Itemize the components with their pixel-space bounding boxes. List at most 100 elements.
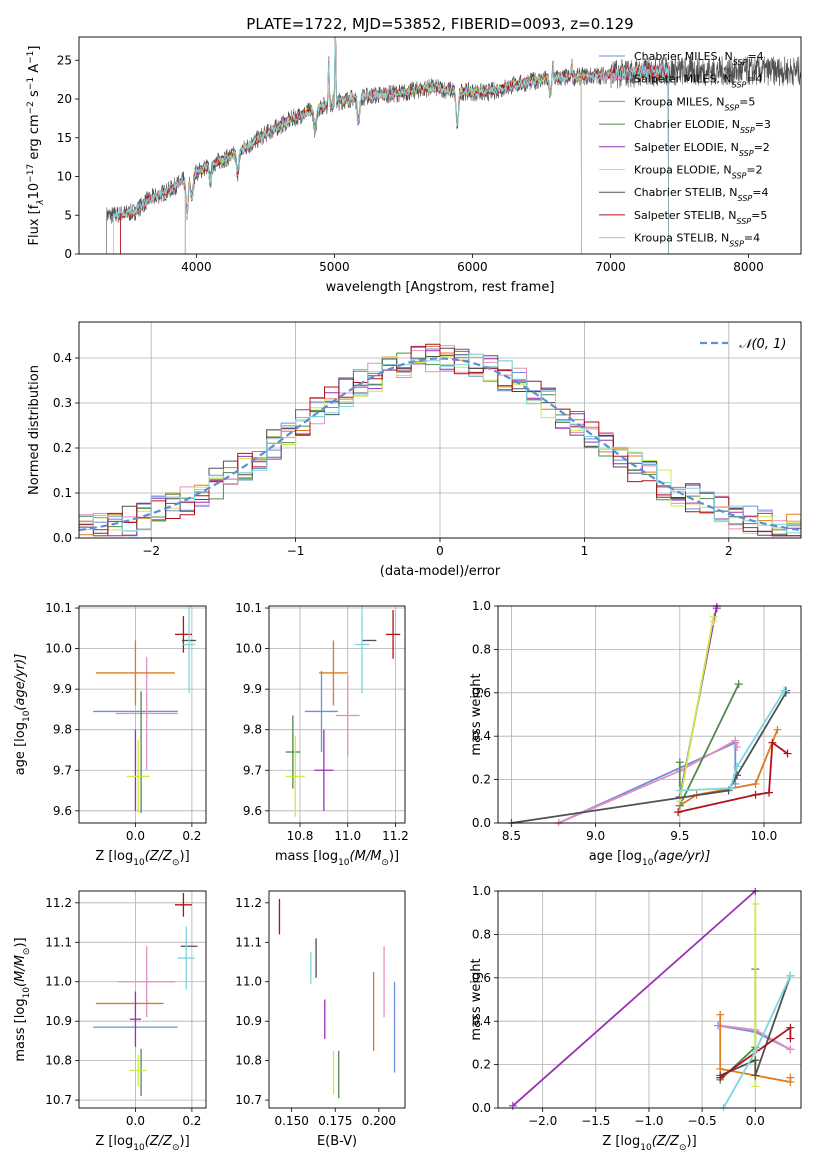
y-axis-label: age [log10(age/yr)] (13, 654, 32, 776)
label-part: ⊙ (679, 1143, 687, 1153)
label-part: λ (36, 199, 46, 205)
y-tick-label: 0.4 (472, 1014, 491, 1028)
x-tick-label: 0.2 (182, 829, 201, 843)
x-tick-label: 6000 (457, 260, 488, 274)
weight-marker (709, 617, 718, 626)
weight-line (558, 739, 738, 824)
x-tick-label: 8000 (733, 260, 764, 274)
y-tick-label: 0.2 (472, 773, 491, 787)
weight-marker (751, 1047, 760, 1056)
x-tick-label: 10.8 (287, 829, 314, 843)
spectrum-line (113, 37, 669, 254)
y-tick-label: 1.0 (472, 884, 491, 898)
legend-entry: Salpeter ELODIE, NSSP=2 (634, 141, 770, 158)
label-part: Z [log (95, 849, 133, 864)
y-tick-label: 9.8 (243, 723, 262, 737)
label-part: (M/M (13, 955, 28, 987)
label-part: ⊙ (22, 948, 32, 956)
y-tick-label: 9.9 (243, 682, 262, 696)
y-tick-label: 10.9 (45, 1014, 72, 1028)
y-tick-label: 9.9 (53, 682, 72, 696)
y-axis-label: mass weight (469, 958, 484, 1040)
label-part: erg cm (27, 114, 42, 163)
y-tick-label: 25 (57, 53, 72, 67)
weight-marker (734, 680, 743, 689)
legend-entry: Salpeter MILES, NSSP=4 (634, 73, 763, 90)
x-axis-label: Z [log10(Z/Z⊙)] (95, 1134, 189, 1153)
label-part: Chabrier ELODIE, N (634, 118, 740, 131)
label-part: (Z/Z (145, 849, 173, 864)
error-bars (278, 898, 396, 1099)
x-tick-label: 5000 (319, 260, 350, 274)
x-axis-label: Z [log10(Z/Z⊙)] (95, 849, 189, 868)
weight-lines (507, 603, 792, 826)
label-part: Chabrier MILES, N (634, 50, 733, 63)
legend-entry: Kroupa ELODIE, NSSP=2 (634, 164, 763, 181)
z-mass-panel: 0.0 0.210.710.810.911.011.111.2Z [log10(Z… (13, 890, 207, 1153)
y-tick-label: 10.0 (235, 642, 262, 656)
y-tick-label: 0.8 (472, 642, 491, 656)
weight-marker (786, 971, 795, 980)
weight-marker (780, 686, 789, 695)
y-tick-label: 9.6 (243, 804, 262, 818)
y-tick-label: 10.9 (235, 1014, 262, 1028)
y-tick-label: 0.2 (472, 1058, 491, 1072)
label-part: mass weight (469, 958, 484, 1040)
x-tick-label: 4000 (181, 260, 212, 274)
label-part: Z [log (602, 1134, 640, 1149)
weight-marker (783, 749, 792, 758)
weight-marker (751, 1056, 760, 1065)
weight-marker (786, 1023, 795, 1032)
x-axis-label: Z [log10(Z/Z⊙)] (602, 1134, 696, 1153)
y-tick-label: 10.1 (235, 601, 262, 615)
spectrum-line (106, 37, 801, 254)
label-part: age [log (13, 722, 28, 775)
y-tick-label: 11.0 (45, 975, 72, 989)
y-axis-label: Flux [fλ10−17 erg cm−2 s−1 A−1] (26, 46, 46, 246)
label-part: )] (180, 849, 190, 864)
label-part: E(B-V) (317, 1134, 357, 1149)
axes-frame (78, 890, 207, 1109)
label-part: )] (687, 1134, 697, 1149)
y-tick-label: 5 (64, 208, 72, 222)
y-tick-label: 9.6 (53, 804, 72, 818)
label-part: ⊙ (381, 858, 389, 868)
x-tick-label: −1 (287, 544, 305, 558)
x-tick-label: 0.200 (362, 1114, 396, 1128)
label-part: −1 (26, 77, 36, 90)
weight-marker (786, 1045, 795, 1054)
histogram-series (79, 343, 801, 537)
label-part: −17 (26, 164, 36, 183)
legend-entry: Chabrier STELIB, NSSP=4 (634, 186, 768, 203)
weight-marker (751, 790, 760, 799)
weight-lines (508, 888, 795, 1111)
y-tick-label: 10.8 (45, 1054, 72, 1068)
x-tick-label: 1 (581, 544, 589, 558)
y-tick-label: 10.0 (45, 642, 72, 656)
label-part: Kroupa ELODIE, N (634, 164, 732, 177)
weight-line (512, 890, 756, 1107)
label-part: A (27, 64, 42, 77)
error-bars (93, 606, 197, 813)
label-part: ] (27, 46, 42, 51)
x-tick-label: 0 (436, 544, 444, 558)
axes-frame (78, 321, 802, 539)
label-part: )] (389, 849, 399, 864)
x-axis-label: wavelength [Angstrom, rest frame] (326, 280, 555, 295)
label-part: =4 (746, 73, 762, 86)
label-part: Salpeter STELIB, N (634, 209, 736, 222)
x-tick-label: 0.2 (182, 1114, 201, 1128)
label-part: 10 (133, 1143, 145, 1153)
label-part: −2 (26, 101, 36, 114)
y-tick-label: 0.4 (53, 351, 72, 365)
weight-marker (751, 779, 760, 788)
label-part: )] (13, 937, 28, 947)
ebv-mass-panel: 0.150 0.175 0.200 10.7 10.8 10.9 11.0 11.1 11.2 E… (235, 890, 406, 1149)
label-part: ⊙ (172, 858, 180, 868)
y-tick-label: 0 (64, 247, 72, 261)
label-part: =5 (751, 209, 767, 222)
label-part: mass [log (13, 998, 28, 1061)
label-part: 10 (22, 987, 32, 999)
x-tick-label: 9.5 (670, 829, 689, 843)
